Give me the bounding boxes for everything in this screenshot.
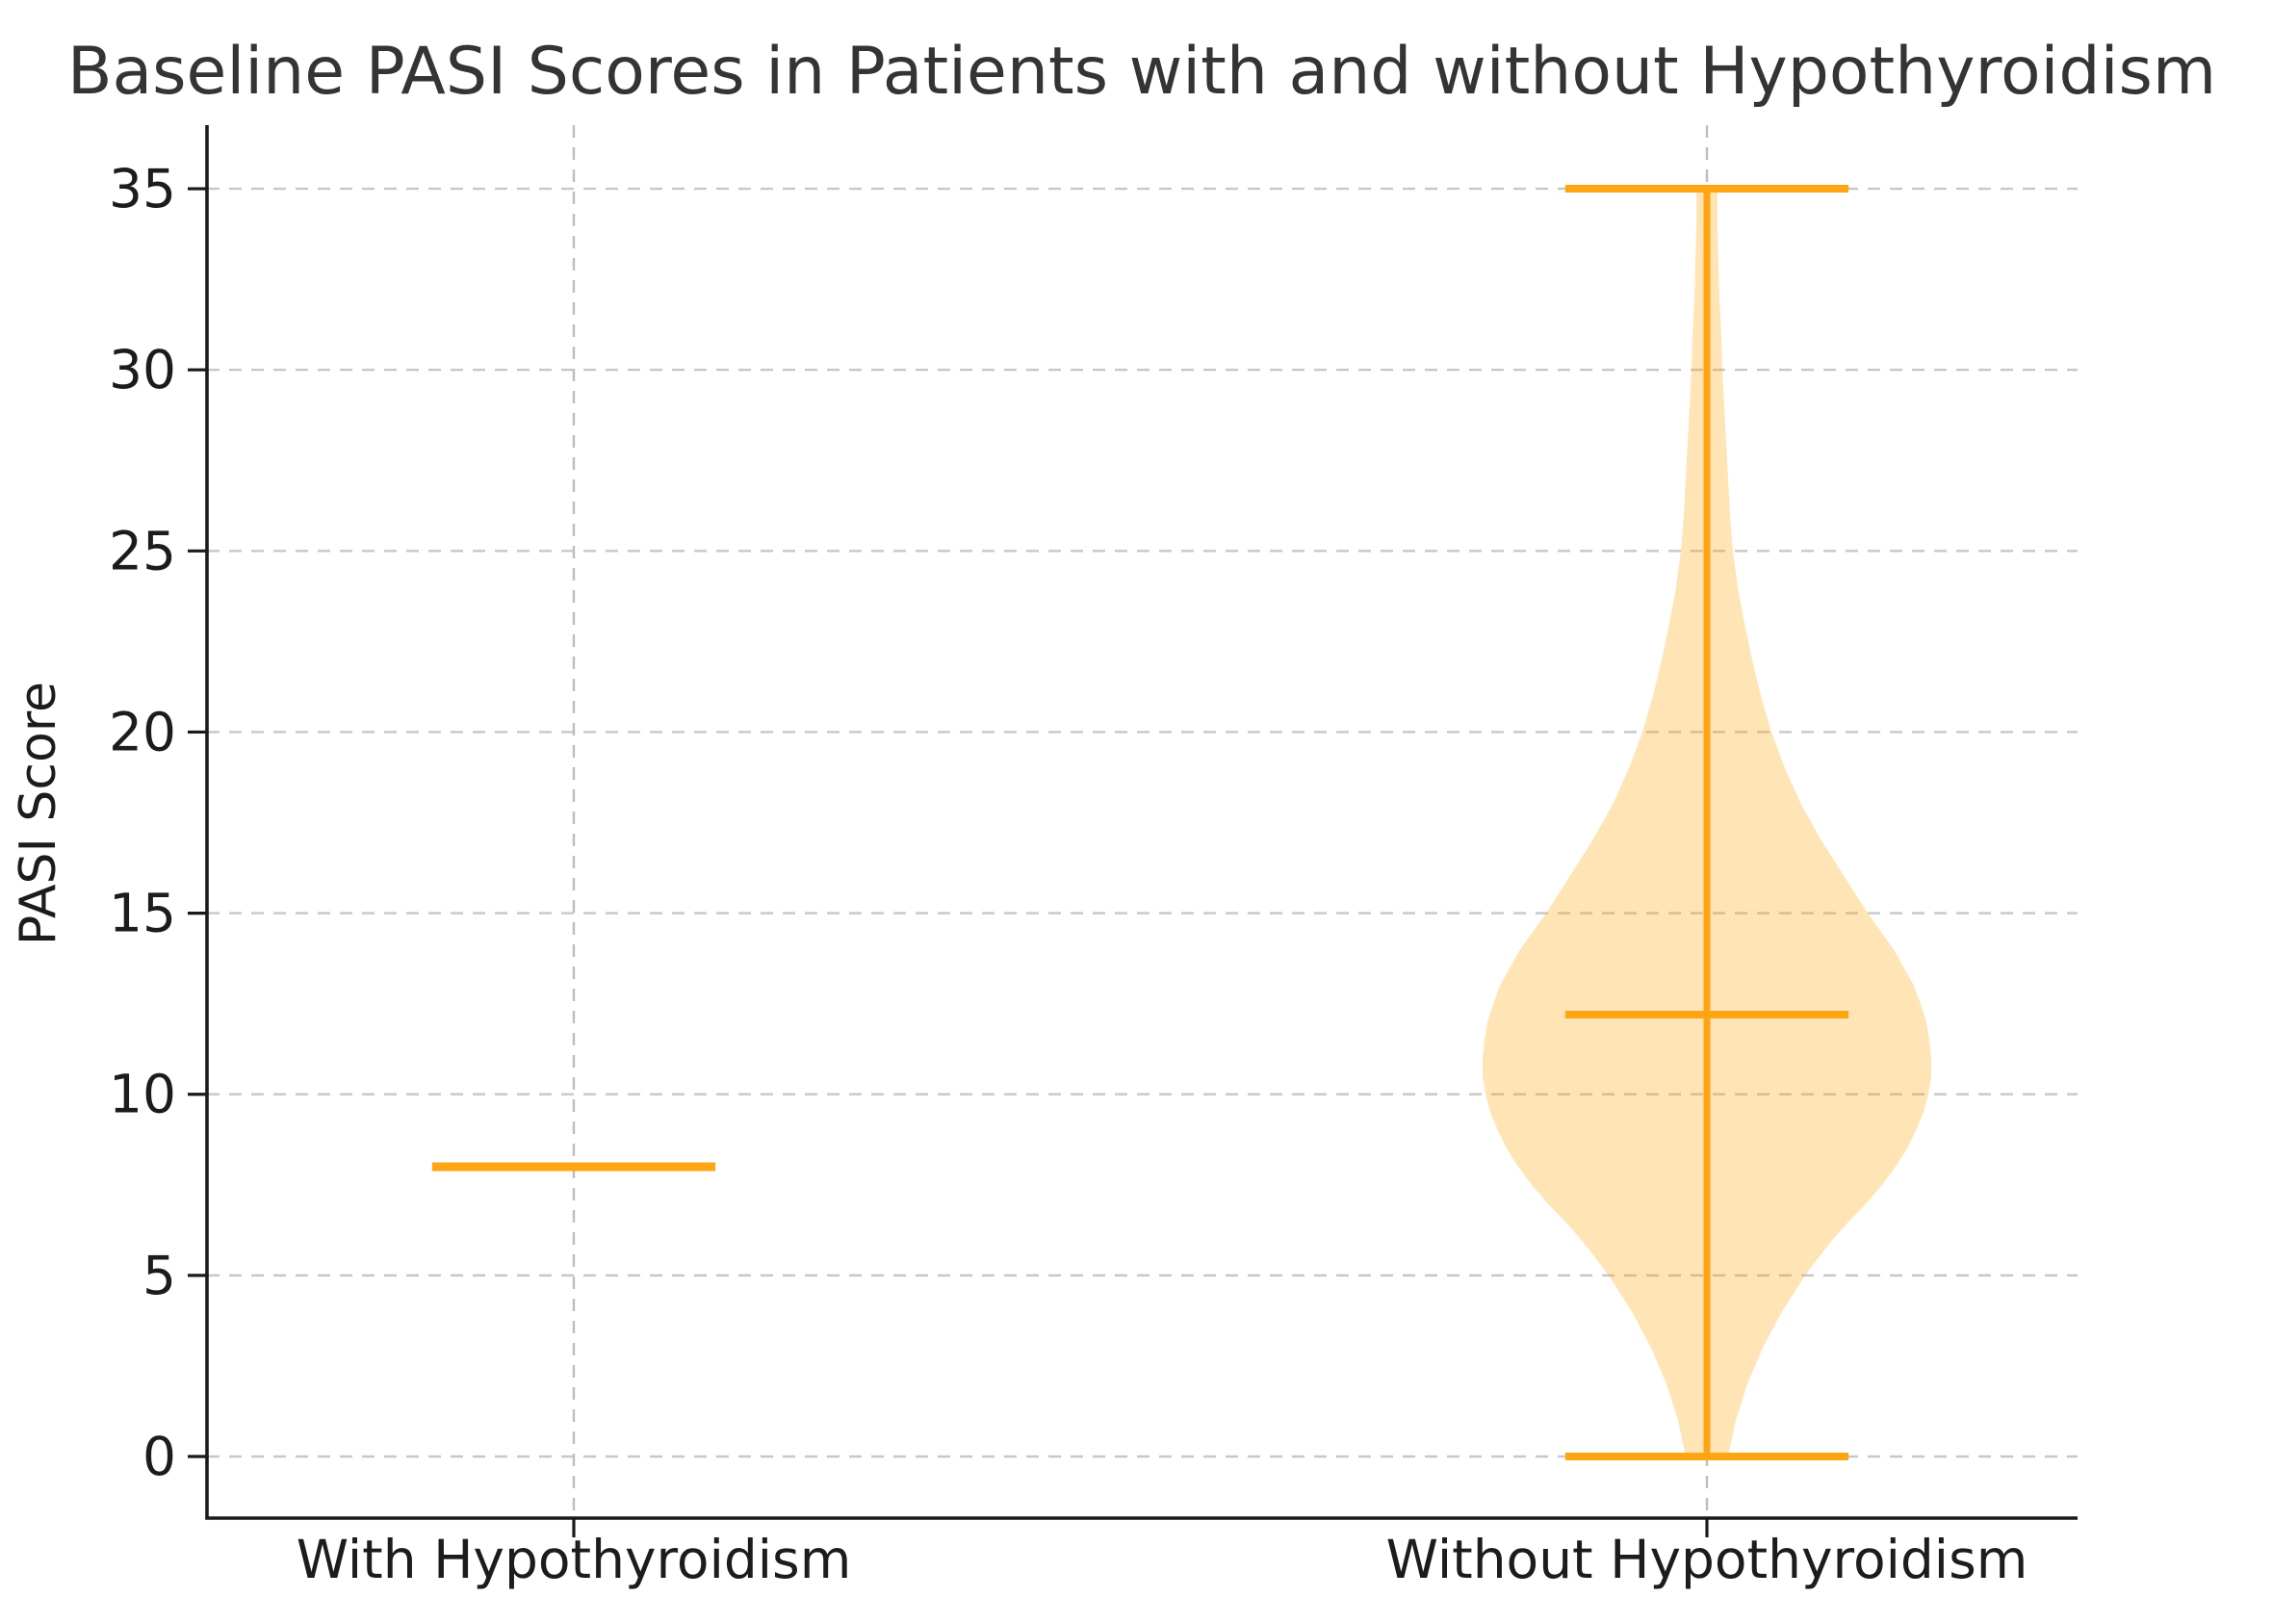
y-tick-label: 35 <box>109 158 176 219</box>
y-tick-label: 15 <box>109 883 176 944</box>
data-layer <box>431 185 1931 1460</box>
y-tick-label: 20 <box>109 701 176 762</box>
y-axis-label: PASI Score <box>10 682 67 945</box>
y-tick-label: 30 <box>109 339 176 400</box>
y-tick-label: 5 <box>142 1245 176 1306</box>
axis-layer: 0 5 10 15 20 25 30 35 With Hypothyroidism Without… <box>109 125 2078 1590</box>
y-tick-label: 10 <box>109 1064 176 1125</box>
y-tick-label: 0 <box>142 1426 176 1487</box>
x-category-label: Without Hypothyroidism <box>1386 1529 2028 1590</box>
y-tick-label: 25 <box>109 520 176 581</box>
x-category-label: With Hypothyroidism <box>297 1529 852 1590</box>
chart-title: Baseline PASI Scores in Patients with an… <box>67 34 2216 110</box>
